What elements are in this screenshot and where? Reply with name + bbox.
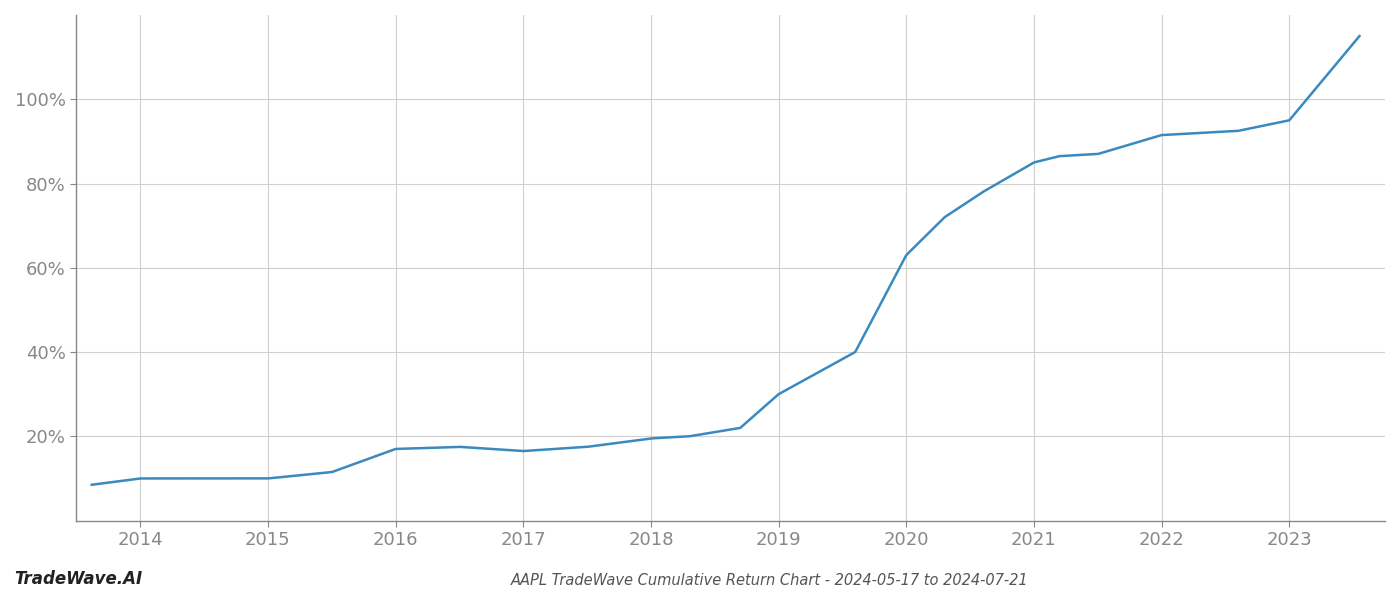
Text: AAPL TradeWave Cumulative Return Chart - 2024-05-17 to 2024-07-21: AAPL TradeWave Cumulative Return Chart -… <box>511 573 1029 588</box>
Text: TradeWave.AI: TradeWave.AI <box>14 570 143 588</box>
